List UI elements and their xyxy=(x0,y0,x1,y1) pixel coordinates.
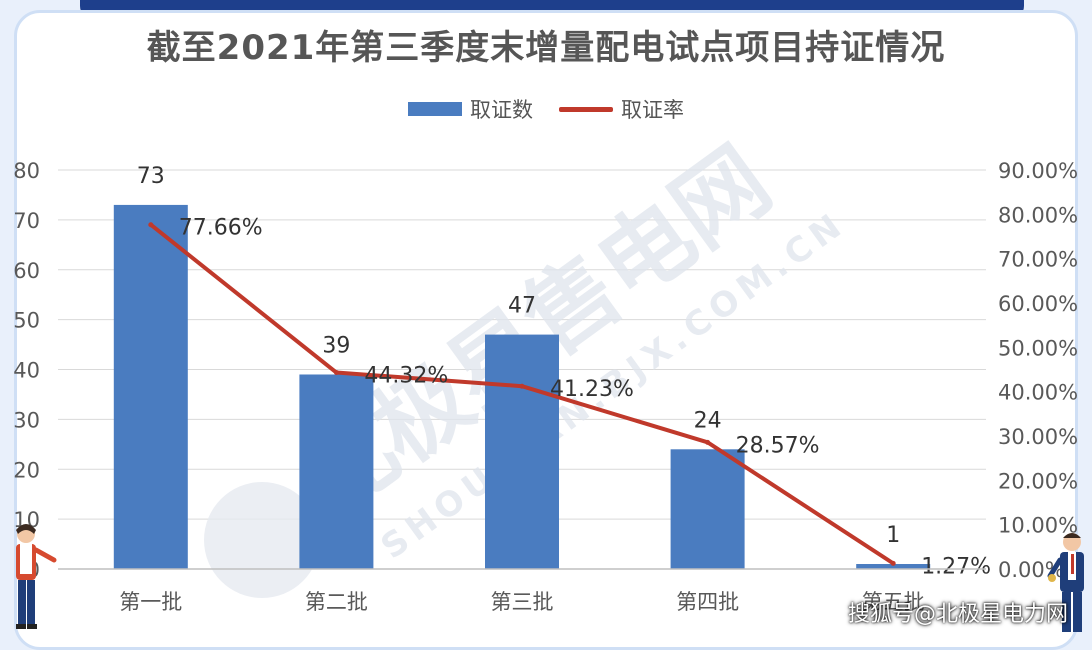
source-note: 搜狐号@北极星电力网 xyxy=(848,602,1069,627)
y-right-tick-label: 70.00% xyxy=(998,248,1078,272)
legend-item-line: 取证率 xyxy=(559,94,684,124)
legend-swatch-line xyxy=(559,106,613,112)
y-right-tick-label: 50.00% xyxy=(998,336,1078,360)
y-right-tick-label: 30.00% xyxy=(998,425,1078,449)
x-tick-label: 第二批 xyxy=(305,590,368,614)
y-right-tick-label: 80.00% xyxy=(998,203,1078,227)
line-point xyxy=(890,560,896,566)
bar xyxy=(856,564,931,569)
line-point xyxy=(148,222,154,228)
chart-legend: 取证数 取证率 xyxy=(0,94,1092,124)
chart-title: 截至2021年第三季度末增量配电试点项目持证情况 xyxy=(146,28,946,68)
bar-data-label: 24 xyxy=(694,408,722,433)
bar-data-label: 39 xyxy=(322,333,350,358)
y-left-tick-label: 80 xyxy=(13,159,40,183)
bar-data-label: 73 xyxy=(137,164,165,189)
bar-data-label: 1 xyxy=(886,523,900,548)
x-tick-label: 第三批 xyxy=(491,590,554,614)
y-left-tick-label: 70 xyxy=(13,209,40,233)
y-right-tick-label: 10.00% xyxy=(998,514,1078,538)
y-right-tick-label: 20.00% xyxy=(998,469,1078,493)
y-left-tick-label: 40 xyxy=(13,359,40,383)
line-data-label: 28.57% xyxy=(736,433,820,458)
person-illustration-right xyxy=(1047,533,1084,632)
x-tick-label: 第五批 xyxy=(862,590,925,614)
line-data-label: 44.32% xyxy=(364,364,448,389)
legend-swatch-bar xyxy=(408,102,462,116)
line-point xyxy=(333,370,339,376)
legend-item-bar: 取证数 xyxy=(408,94,533,124)
bar xyxy=(670,449,745,569)
line-data-label: 41.23% xyxy=(550,377,634,402)
legend-label-bar: 取证数 xyxy=(470,98,533,122)
legend-label-line: 取证率 xyxy=(621,98,684,122)
bar xyxy=(299,374,374,569)
bar xyxy=(113,204,188,569)
line-data-label: 1.27% xyxy=(921,554,991,579)
y-left-tick-label: 50 xyxy=(13,309,40,333)
x-tick-label: 第一批 xyxy=(119,590,182,614)
bar-data-label: 47 xyxy=(508,294,536,319)
line-point xyxy=(519,383,525,389)
line-data-label: 77.66% xyxy=(179,216,263,241)
y-right-tick-label: 90.00% xyxy=(998,159,1078,183)
line-point xyxy=(705,439,711,445)
x-tick-label: 第四批 xyxy=(676,590,739,614)
y-left-tick-label: 30 xyxy=(13,408,40,432)
person-illustration-left xyxy=(16,524,57,629)
y-left-tick-label: 60 xyxy=(13,259,40,283)
y-right-tick-label: 60.00% xyxy=(998,292,1078,316)
y-left-tick-label: 20 xyxy=(13,458,40,482)
y-right-tick-label: 40.00% xyxy=(998,381,1078,405)
bar xyxy=(485,334,559,569)
